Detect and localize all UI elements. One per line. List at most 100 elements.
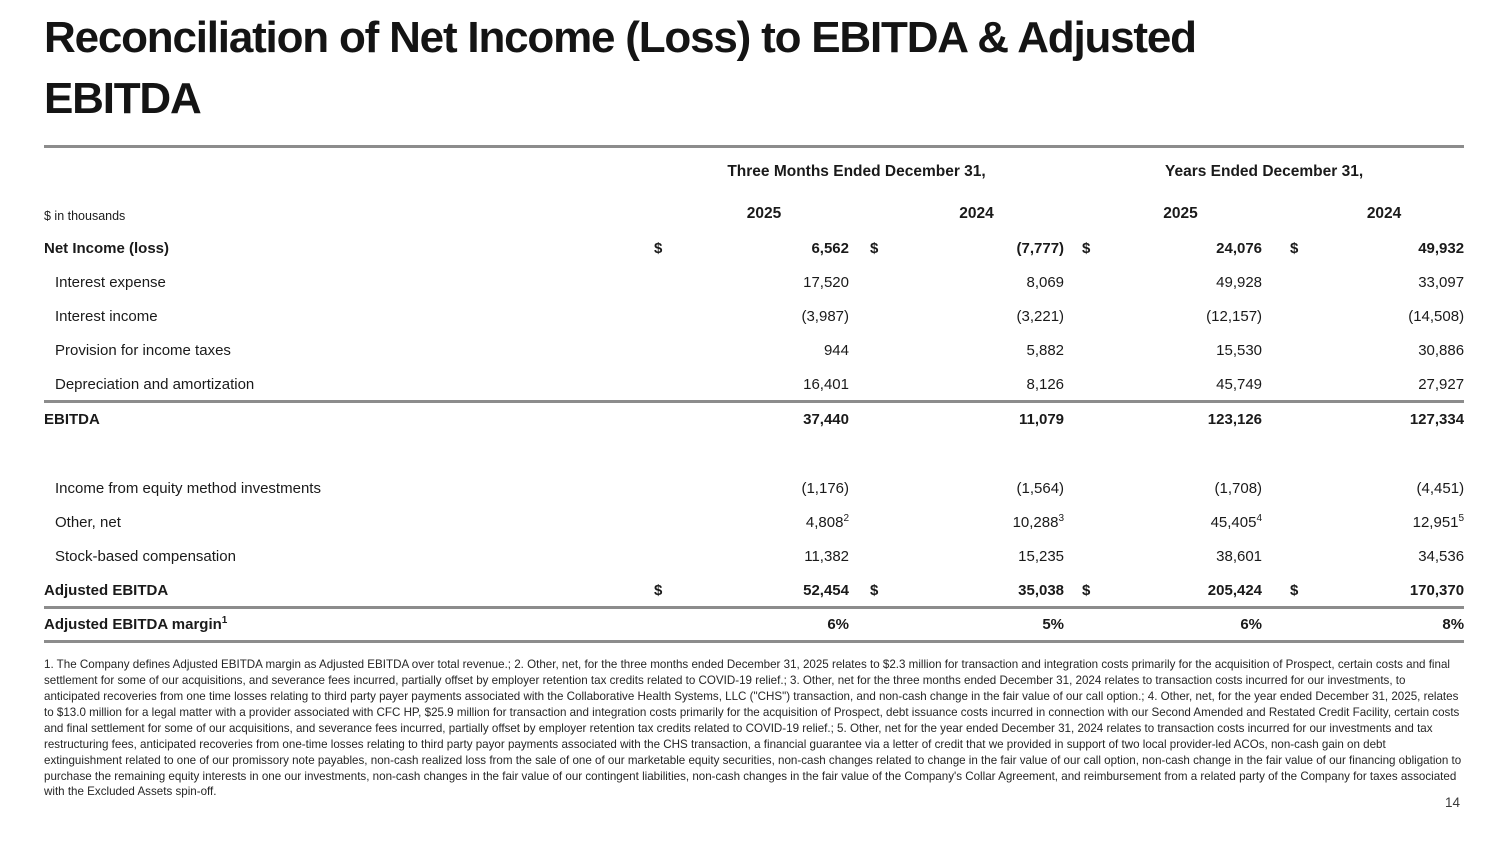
value-cell: 6% [1099,606,1263,644]
dollar-sign-cell [849,368,889,402]
dollar-sign-cell [849,266,889,300]
year-header-row: $ in thousands 2025 2024 2025 2024 [44,192,1464,232]
empty-header-cell [44,145,649,192]
dollar-sign-cell [1262,368,1304,402]
dollar-sign-cell [649,506,679,540]
row-label: Net Income (loss) [44,240,170,258]
table-row: Other, net 4,8082 10,2883 45,4054 12,9515 [44,506,1464,540]
dollar-sign-cell [1262,266,1304,300]
row-label: Stock-based compensation [55,548,236,566]
value-cell: 52,454 [803,581,849,599]
dollar-sign-cell [649,368,679,402]
footnote-text: 1. The Company defines Adjusted EBITDA m… [44,658,1462,799]
dollar-sign-cell [649,266,679,300]
value-cell: 127,334 [1304,400,1465,436]
table-row: Stock-based compensation 11,382 15,235 38,6… [44,540,1464,574]
year-header-2025-q: 2025 [746,204,782,222]
dollar-sign-cell [1064,300,1099,334]
row-label: Adjusted EBITDA [44,581,169,599]
dollar-sign-cell [849,506,889,540]
value-cell: 170,370 [1409,581,1465,599]
year-header-2024-q: 2024 [959,204,994,222]
spacer-cell [44,436,1464,472]
value-cell: 944 [823,342,849,360]
row-label: Income from equity method investments [55,480,321,498]
dollar-sign-cell: $ [870,581,879,599]
value-cell: 5% [889,606,1065,644]
value-cell: 45,4054 [1210,513,1263,532]
value-cell: 11,079 [889,400,1065,436]
dollar-sign-cell [1064,400,1100,436]
empty-header-cell [649,192,679,232]
value-cell: 37,440 [679,400,849,436]
value-cell: 27,927 [1418,375,1465,393]
dollar-sign-cell [849,606,889,644]
table-row: Net Income (loss) $6,562 $ (7,777) $24,076 $4… [44,232,1464,266]
empty-header-cell [849,192,889,232]
year-header-2024-y: 2024 [1366,204,1402,222]
group-header-three-months: Three Months Ended December 31, [649,145,1065,192]
table-row: Adjusted EBITDA $52,454 $35,038 $205,424 $17… [44,574,1464,608]
value-cell: 34,536 [1418,548,1465,566]
value-cell: 6,562 [811,240,849,258]
dollar-sign-cell [1262,300,1304,334]
page-title-line-1: Reconciliation of Net Income (Loss) to E… [44,13,1197,62]
dollar-sign-cell [649,606,679,644]
dollar-sign-cell [849,540,889,574]
page-title-line-2: EBITDA [44,73,202,123]
table-row: Depreciation and amortization 16,401 8,126… [44,368,1464,402]
value-cell: (7,777) [1016,240,1065,258]
value-cell: 33,097 [1418,274,1465,292]
spacer-row [44,436,1464,472]
dollar-sign-cell: $ [654,240,663,258]
value-cell: (14,508) [1408,308,1465,326]
value-cell: (1,708) [1214,480,1263,498]
reconciliation-table: Three Months Ended December 31, Years En… [44,145,1465,644]
value-cell: 16,401 [803,375,849,393]
row-label: Interest income [55,308,158,326]
row-label: Interest expense [55,274,166,292]
value-cell: 123,126 [1099,400,1263,436]
dollar-sign-cell [1064,606,1100,644]
dollar-sign-cell: $ [1290,240,1299,258]
value-cell: 49,928 [1216,274,1263,292]
value-cell: 5,882 [1026,342,1065,360]
dollar-sign-cell [849,400,889,436]
dollar-sign-cell [1064,334,1099,368]
value-cell: 15,530 [1216,342,1263,360]
value-cell: 15,235 [1018,548,1065,566]
dollar-sign-cell: $ [870,240,879,258]
dollar-sign-cell [1064,472,1099,506]
footnote-reference: 1 [221,615,228,627]
value-cell: 38,601 [1216,548,1263,566]
footnote-reference: 2 [843,513,849,525]
dollar-sign-cell [649,300,679,334]
footnote-reference: 3 [1058,513,1065,525]
dollar-sign-cell: $ [1290,581,1299,599]
row-label: Provision for income taxes [55,342,231,360]
footnote-reference: 5 [1458,513,1465,525]
value-cell: 12,9515 [1412,513,1465,532]
dollar-sign-cell [1064,266,1099,300]
dollar-sign-cell [849,334,889,368]
dollar-sign-cell [849,300,889,334]
dollar-sign-cell: $ [1082,240,1091,258]
group-header-years: Years Ended December 31, [1064,145,1465,192]
value-cell: 35,038 [1018,581,1065,599]
dollar-sign-cell [649,400,679,436]
table-row: Provision for income taxes 944 5,882 15,530… [44,334,1464,368]
value-cell: (4,451) [1416,480,1465,498]
page-number: 14 [1444,795,1460,810]
dollar-sign-cell: $ [1082,581,1091,599]
value-cell: 8,069 [1026,274,1065,292]
table-row: Income from equity method investments (1,… [44,472,1464,506]
dollar-sign-cell: $ [654,581,663,599]
dollar-sign-cell [1262,400,1305,436]
value-cell: 8% [1304,606,1465,644]
dollar-sign-cell [1262,506,1304,540]
empty-header-cell [1262,192,1304,232]
row-label: Other, net [55,514,121,532]
value-cell: (3,221) [1016,308,1065,326]
year-header-2025-y: 2025 [1163,204,1198,222]
value-cell: (1,564) [1016,480,1065,498]
